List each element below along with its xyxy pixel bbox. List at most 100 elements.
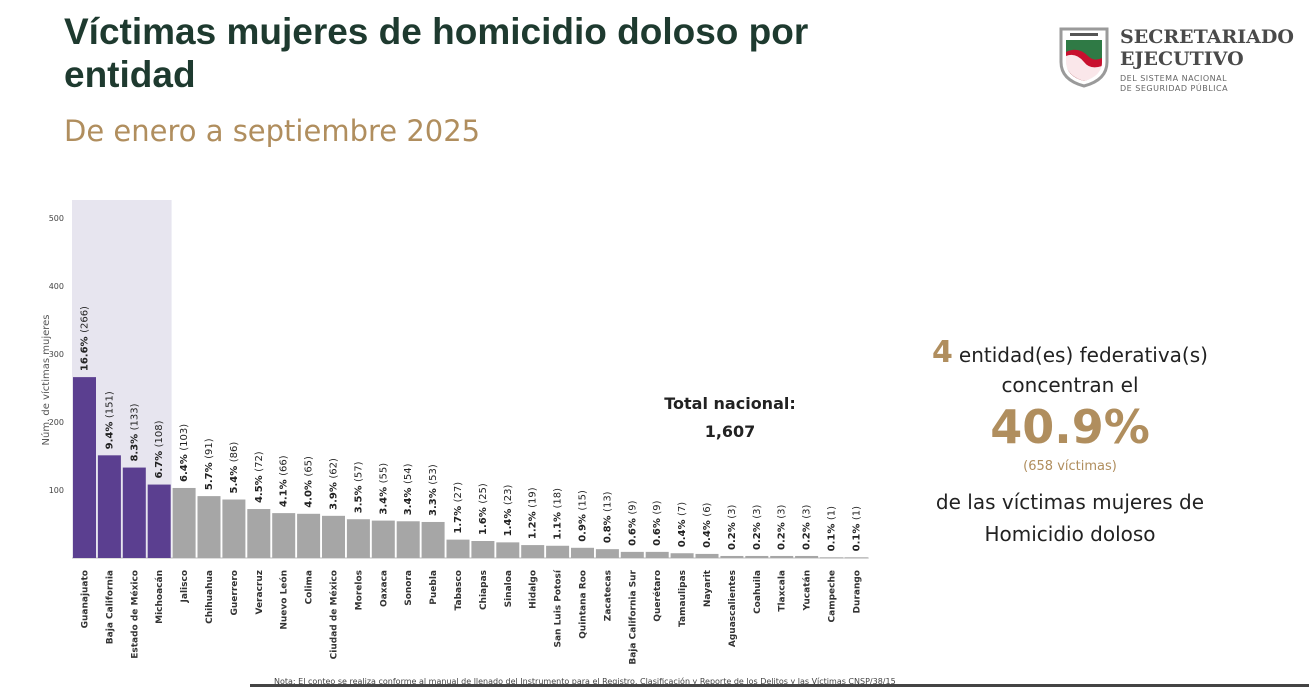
bar <box>720 555 744 558</box>
x-tick-label: Aguascalientes <box>728 570 738 647</box>
x-tick-label: Sonora <box>404 570 414 606</box>
footer-bar <box>250 684 1309 687</box>
data-label: 1.1% (18) <box>553 488 564 540</box>
bar <box>446 539 470 558</box>
page-title: Víctimas mujeres de homicidio doloso por… <box>64 11 809 95</box>
x-tick-label: Puebla <box>429 570 439 605</box>
summary-panel: 4 entidad(es) federativa(s) concentran el… <box>880 336 1260 550</box>
bar <box>571 547 594 558</box>
bar <box>745 555 769 558</box>
data-label: 3.4% (54) <box>403 463 414 515</box>
summary-line1: entidad(es) federativa(s) <box>958 343 1208 367</box>
bar <box>297 513 321 558</box>
x-tick-label: San Luis Potosí <box>554 569 564 647</box>
summary-line3: de las víctimas mujeres de <box>935 490 1205 514</box>
x-tick-label: Nuevo León <box>279 570 290 630</box>
data-label: 4.5% (72) <box>254 451 265 503</box>
x-tick-label: Guanajuato <box>81 570 91 628</box>
data-label: 1.6% (25) <box>478 483 489 535</box>
page-subtitle: De enero a septiembre 2025 <box>64 114 481 148</box>
bar <box>122 467 146 558</box>
data-label: 0.4% (7) <box>677 502 688 547</box>
y-tick-label: 100 <box>49 486 64 495</box>
bar <box>521 545 545 558</box>
total-nacional: Total nacional: 1,607 <box>640 390 820 446</box>
data-label: 5.7% (91) <box>204 438 215 490</box>
bar <box>695 553 719 558</box>
x-tick-label: Quintana Roo <box>579 570 589 639</box>
bar <box>322 515 345 558</box>
data-label: 0.6% (9) <box>652 500 663 545</box>
summary-victims: (658 víctimas) <box>1023 459 1117 474</box>
bar <box>770 555 794 558</box>
logo-sub-line2: DE SEGURIDAD PÚBLICA <box>1120 84 1229 93</box>
data-label: 8.3% (133) <box>129 403 140 461</box>
x-tick-label: Colima <box>305 570 315 604</box>
x-tick-label: Querétaro <box>652 570 663 622</box>
bar <box>247 509 271 558</box>
summary-count: 4 <box>932 335 953 370</box>
bar <box>820 557 843 559</box>
bar <box>595 549 619 558</box>
logo-subtitle: DEL SISTEMA NACIONAL DE SEGURIDAD PÚBLIC… <box>1120 74 1290 94</box>
data-label: 5.4% (86) <box>229 442 240 494</box>
summary-line4: Homicidio doloso <box>984 522 1156 546</box>
x-tick-label: Yucatán <box>803 570 813 611</box>
logo-title-line2: EJECUTIVO <box>1120 48 1244 70</box>
y-tick-label: 400 <box>49 282 64 291</box>
y-axis-label: Núm. de víctimas mujeres <box>40 314 52 445</box>
data-label: 0.9% (15) <box>578 490 589 542</box>
bar <box>546 545 570 558</box>
x-tick-label: Estado de México <box>129 570 140 659</box>
x-tick-label: Oaxaca <box>379 570 389 607</box>
x-tick-label: Tabasco <box>454 570 464 610</box>
x-tick-label: Morelos <box>354 570 364 610</box>
data-label: 0.2% (3) <box>752 504 763 549</box>
logo-title: SECRETARIADO EJECUTIVO <box>1120 26 1294 70</box>
data-label: 6.4% (103) <box>179 424 190 482</box>
data-label: 0.6% (9) <box>627 500 638 545</box>
data-label: 0.4% (6) <box>702 502 713 547</box>
data-label: 3.5% (57) <box>353 461 364 513</box>
x-tick-label: Chihuahua <box>205 570 215 624</box>
bar <box>147 484 171 558</box>
summary-percent: 40.9% <box>990 400 1150 454</box>
bar <box>97 455 121 558</box>
data-label: 3.3% (53) <box>428 464 439 516</box>
bar <box>197 496 221 558</box>
data-label: 3.4% (55) <box>378 463 389 515</box>
x-tick-label: Campeche <box>828 570 838 622</box>
bar <box>496 542 520 558</box>
bar <box>844 557 868 559</box>
data-label: 1.7% (27) <box>453 482 464 534</box>
bar <box>371 520 395 558</box>
data-label: 0.2% (3) <box>727 504 738 549</box>
x-tick-label: Sinaloa <box>504 570 514 607</box>
x-tick-label: Veracruz <box>255 570 265 615</box>
x-tick-label: Michoacán <box>155 570 165 624</box>
data-label: 9.4% (151) <box>104 391 115 449</box>
data-label: 6.7% (108) <box>154 420 165 478</box>
x-tick-label: Nayarit <box>703 569 713 607</box>
bar-chart: 100 200 300 400 500 Núm. de víctimas mujeres 1… <box>40 200 869 665</box>
bar <box>645 551 669 558</box>
data-label: 4.0% (65) <box>304 456 315 508</box>
data-label: 0.1% (1) <box>851 506 862 551</box>
summary-line2: concentran el <box>1001 373 1139 397</box>
secretariado-logo: SECRETARIADO EJECUTIVO DEL SISTEMA NACIO… <box>1058 26 1298 94</box>
total-value: 1,607 <box>704 422 756 441</box>
shield-logo-icon <box>1059 27 1109 88</box>
x-tick-label: Jalisco <box>180 570 190 603</box>
y-tick-label: 300 <box>49 350 64 359</box>
data-label: 1.2% (19) <box>528 487 539 539</box>
data-label: 0.2% (3) <box>777 504 788 549</box>
bar <box>73 377 96 558</box>
x-tick-label: Zacatecas <box>603 570 613 621</box>
data-label: 0.1% (1) <box>827 506 838 551</box>
x-tick-label: Durango <box>852 570 862 613</box>
bar <box>172 487 196 558</box>
y-tick-label: 200 <box>49 418 64 427</box>
data-label: 3.9% (62) <box>329 458 340 510</box>
data-label: 1.4% (23) <box>503 485 514 537</box>
data-label: 4.1% (66) <box>279 455 290 507</box>
